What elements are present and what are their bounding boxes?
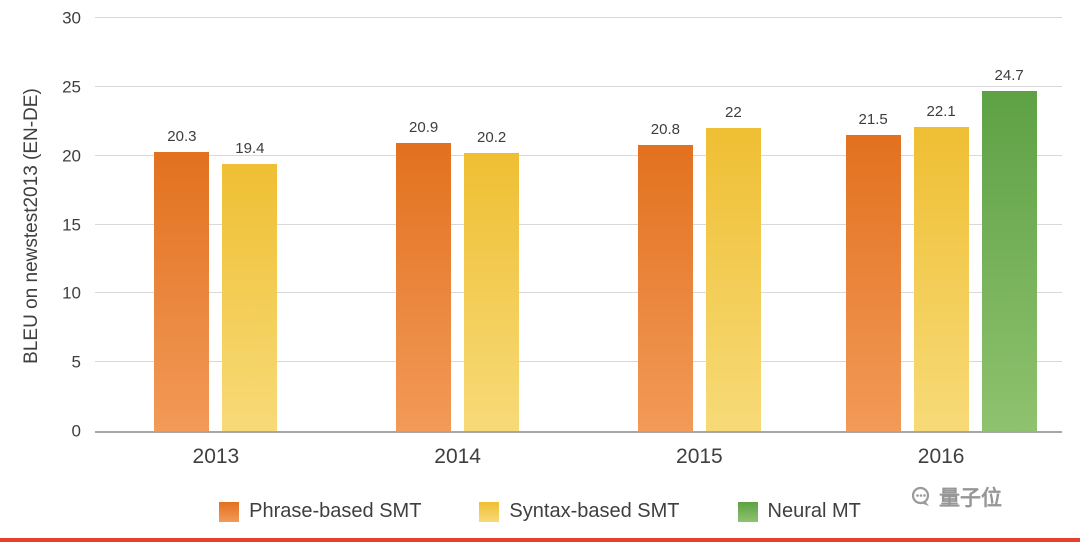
data-label: 22: [725, 104, 742, 122]
bar-neural-mt-2016: 24.7: [981, 67, 1037, 431]
legend-item-phrase-based-smt: Phrase-based SMT: [219, 500, 421, 523]
y-tick-label: 15: [62, 215, 81, 234]
legend-swatch: [219, 501, 240, 522]
qbitai-logo-icon: [911, 486, 930, 506]
y-tick-label: 25: [62, 77, 81, 97]
watermark: 量子位: [903, 480, 1008, 514]
gridline: [95, 85, 1062, 87]
gridline: [95, 17, 1062, 18]
gridline: [95, 361, 1062, 363]
y-axis-title: BLEU on newstest2013 (EN-DE): [21, 88, 42, 364]
category-group-2015: 20.8 22 2015: [579, 18, 821, 468]
bar-phrase-based-smt-2015: 20.8: [637, 121, 693, 431]
data-label: 19.4: [235, 139, 265, 157]
bar-phrase-based-smt-2016: 21.5: [845, 111, 901, 431]
bar-syntax-based-smt-2016: 22.1: [913, 103, 969, 431]
data-label: 21.5: [858, 111, 888, 129]
y-tick-label: 30: [62, 8, 81, 28]
bar-syntax-based-smt-2013: 19.4: [222, 140, 278, 431]
y-tick-label: 5: [71, 352, 81, 372]
gridline: [95, 223, 1062, 225]
bar-syntax-based-smt-2015: 22: [705, 104, 761, 431]
data-label: 20.2: [477, 128, 507, 146]
data-label: 24.7: [994, 66, 1024, 84]
legend-label: Neural MT: [767, 500, 861, 522]
bottom-red-line: [0, 538, 1080, 542]
y-tick-label: 0: [71, 421, 81, 441]
watermark-text: 量子位: [939, 487, 1002, 510]
bar-phrase-based-smt-2013: 20.3: [154, 128, 210, 431]
gridline: [95, 154, 1062, 156]
data-label: 20.3: [167, 127, 197, 145]
x-tick-label: 2016: [917, 445, 965, 468]
legend-item-syntax-based-smt: Syntax-based SMT: [479, 500, 680, 523]
x-tick-label: 2013: [192, 445, 240, 468]
bar-phrase-based-smt-2014: 20.9: [396, 119, 452, 431]
y-tick-label: 10: [62, 283, 81, 303]
plot-area: 0 5 10 15 20 25 30 20.3 19.4 2013 20.9 20.2 2014 20.8…: [62, 10, 1062, 468]
legend-swatch: [737, 501, 758, 522]
legend: Phrase-based SMT Syntax-based SMT Neural M…: [0, 500, 1080, 523]
gridline: [95, 292, 1062, 294]
legend-swatch: [479, 501, 500, 522]
legend-label: Phrase-based SMT: [249, 500, 422, 522]
data-label: 20.9: [409, 119, 439, 137]
category-group-2013: 20.3 19.4 2013: [95, 18, 337, 468]
x-tick-label: 2015: [676, 445, 723, 468]
category-group-2016: 21.5 22.1 24.7 2016: [820, 18, 1062, 468]
data-label: 20.8: [650, 120, 680, 138]
y-tick-label: 20: [62, 146, 81, 166]
category-group-2014: 20.9 20.2 2014: [337, 18, 579, 468]
data-label: 22.1: [926, 102, 956, 120]
bar-syntax-based-smt-2014: 20.2: [464, 129, 520, 431]
legend-item-neural-mt: Neural MT: [737, 500, 861, 523]
legend-label: Syntax-based SMT: [509, 500, 680, 522]
x-tick-label: 2014: [434, 445, 481, 468]
bar-groups: 20.3 19.4 2013 20.9 20.2 2014 20.8 22 2015 21.5 22…: [95, 18, 1062, 468]
